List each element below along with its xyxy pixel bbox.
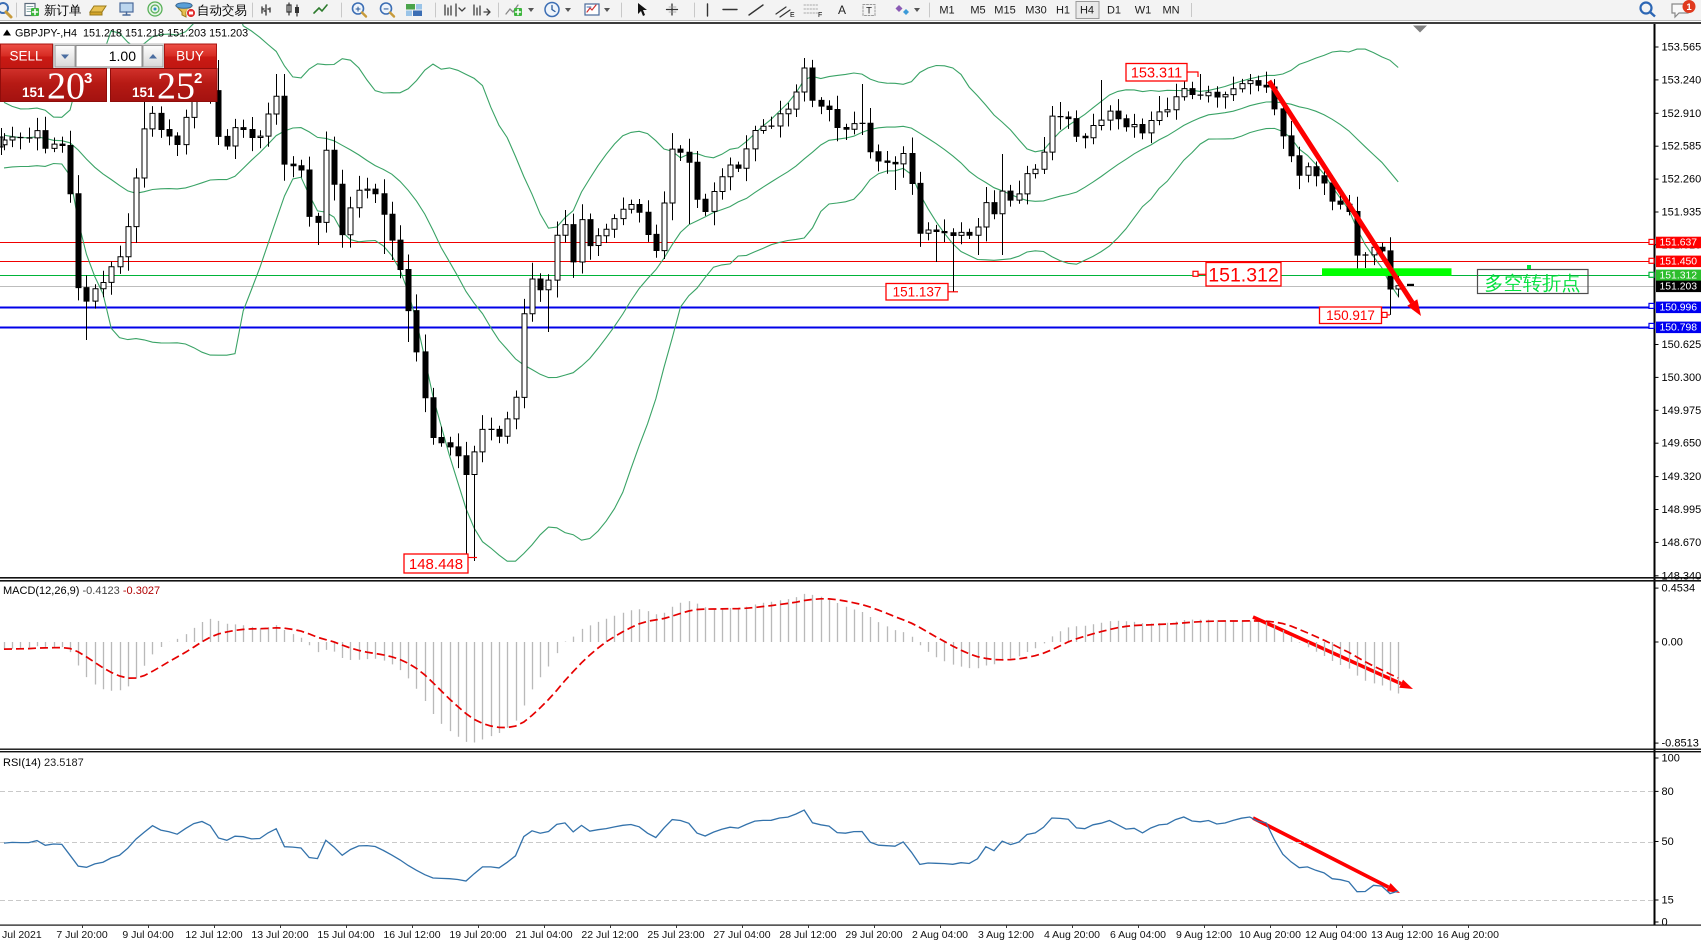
svg-text:153.565: 153.565 (1662, 42, 1701, 54)
svg-text:2 Aug 04:00: 2 Aug 04:00 (912, 929, 968, 941)
svg-text:28 Jul 12:00: 28 Jul 12:00 (779, 929, 836, 941)
svg-text:151.137: 151.137 (893, 285, 942, 300)
svg-text:10 Aug 20:00: 10 Aug 20:00 (1239, 929, 1301, 941)
svg-text:151.203: 151.203 (1660, 282, 1698, 293)
svg-text:150.300: 150.300 (1662, 372, 1701, 384)
svg-text:SELL: SELL (9, 49, 43, 64)
svg-text:16 Aug 20:00: 16 Aug 20:00 (1437, 929, 1499, 941)
svg-text:F: F (818, 12, 822, 19)
svg-text:150.625: 150.625 (1662, 339, 1701, 351)
svg-text:149.320: 149.320 (1662, 471, 1701, 483)
svg-text:13 Aug 12:00: 13 Aug 12:00 (1371, 929, 1433, 941)
svg-text:27 Jul 04:00: 27 Jul 04:00 (713, 929, 770, 941)
svg-text:25 Jul 23:00: 25 Jul 23:00 (647, 929, 704, 941)
svg-text:151.312: 151.312 (1208, 264, 1279, 286)
svg-text:149.975: 149.975 (1662, 405, 1701, 417)
svg-text:80: 80 (1662, 786, 1674, 798)
svg-text:0.4534: 0.4534 (1662, 583, 1696, 595)
svg-text:2: 2 (194, 70, 202, 87)
svg-text:151.312: 151.312 (1660, 271, 1698, 282)
svg-text:16 Jul 12:00: 16 Jul 12:00 (383, 929, 440, 941)
svg-text:153.240: 153.240 (1662, 74, 1701, 86)
svg-text:148.995: 148.995 (1662, 504, 1701, 516)
svg-text:9 Aug 12:00: 9 Aug 12:00 (1176, 929, 1232, 941)
svg-text:M1: M1 (939, 5, 954, 17)
svg-text:M30: M30 (1025, 5, 1046, 17)
svg-text:151.450: 151.450 (1660, 257, 1698, 268)
svg-text:1: 1 (1686, 2, 1692, 13)
svg-text:22 Jul 12:00: 22 Jul 12:00 (581, 929, 638, 941)
svg-text:1.00: 1.00 (109, 48, 136, 64)
svg-text:3: 3 (84, 70, 92, 87)
svg-text:15 Jul 04:00: 15 Jul 04:00 (317, 929, 374, 941)
svg-text:150.798: 150.798 (1660, 323, 1698, 334)
svg-text:25: 25 (157, 66, 195, 108)
svg-text:−: − (383, 4, 389, 15)
svg-text:20: 20 (47, 66, 85, 108)
svg-text:13 Jul 20:00: 13 Jul 20:00 (251, 929, 308, 941)
svg-text:-0.8513: -0.8513 (1662, 738, 1699, 750)
svg-text:12 Aug 04:00: 12 Aug 04:00 (1305, 929, 1367, 941)
svg-text:148.670: 148.670 (1662, 537, 1701, 549)
svg-text:29 Jul 20:00: 29 Jul 20:00 (845, 929, 902, 941)
svg-text:148.448: 148.448 (409, 556, 463, 573)
svg-text:3 Aug 12:00: 3 Aug 12:00 (978, 929, 1034, 941)
svg-text:153.311: 153.311 (1131, 65, 1182, 81)
svg-text:150.996: 150.996 (1660, 303, 1698, 314)
svg-text:148.340: 148.340 (1662, 570, 1701, 582)
svg-text:D1: D1 (1107, 5, 1121, 17)
svg-text:0.00: 0.00 (1662, 637, 1683, 649)
svg-text:GBPJPY-,H4 151.218 151.218 15: GBPJPY-,H4 151.218 151.218 151.203 151.2… (15, 28, 248, 40)
svg-text:152.585: 152.585 (1662, 141, 1701, 153)
svg-text:19 Jul 20:00: 19 Jul 20:00 (449, 929, 506, 941)
svg-text:151.637: 151.637 (1660, 238, 1698, 249)
svg-text:M15: M15 (994, 5, 1015, 17)
svg-text:RSI(14) 23.5187: RSI(14) 23.5187 (3, 757, 84, 769)
svg-text:12 Jul 12:00: 12 Jul 12:00 (185, 929, 242, 941)
svg-text:0: 0 (1662, 917, 1668, 929)
svg-text:150.917: 150.917 (1326, 308, 1375, 323)
svg-text:BUY: BUY (176, 49, 204, 64)
svg-text:T: T (866, 6, 872, 17)
svg-text:7 Jul 20:00: 7 Jul 20:00 (56, 929, 108, 941)
svg-text:151.935: 151.935 (1662, 207, 1701, 219)
svg-text:M5: M5 (970, 5, 985, 17)
svg-text:6 Aug 04:00: 6 Aug 04:00 (1110, 929, 1166, 941)
svg-text:4 Aug 20:00: 4 Aug 20:00 (1044, 929, 1100, 941)
svg-text:15: 15 (1662, 895, 1674, 907)
svg-text:Jul 2021: Jul 2021 (2, 929, 42, 941)
svg-text:W1: W1 (1135, 5, 1152, 17)
svg-text:A: A (838, 3, 846, 17)
svg-text:H4: H4 (1080, 5, 1094, 17)
svg-text:100: 100 (1662, 753, 1680, 765)
svg-text:151: 151 (132, 85, 155, 100)
svg-text:152.910: 152.910 (1662, 108, 1701, 120)
svg-text:21 Jul 04:00: 21 Jul 04:00 (515, 929, 572, 941)
svg-text:MN: MN (1162, 5, 1179, 17)
svg-text:151: 151 (22, 85, 45, 100)
svg-text:E: E (790, 12, 795, 19)
svg-text:149.650: 149.650 (1662, 438, 1701, 450)
svg-text:+: + (355, 4, 361, 15)
svg-text:152.260: 152.260 (1662, 174, 1701, 186)
svg-text:MACD(12,26,9) -0.4123 -0.3027: MACD(12,26,9) -0.4123 -0.3027 (3, 585, 160, 597)
svg-text:9 Jul 04:00: 9 Jul 04:00 (122, 929, 174, 941)
svg-text:50: 50 (1662, 836, 1674, 848)
svg-text:H1: H1 (1056, 5, 1070, 17)
